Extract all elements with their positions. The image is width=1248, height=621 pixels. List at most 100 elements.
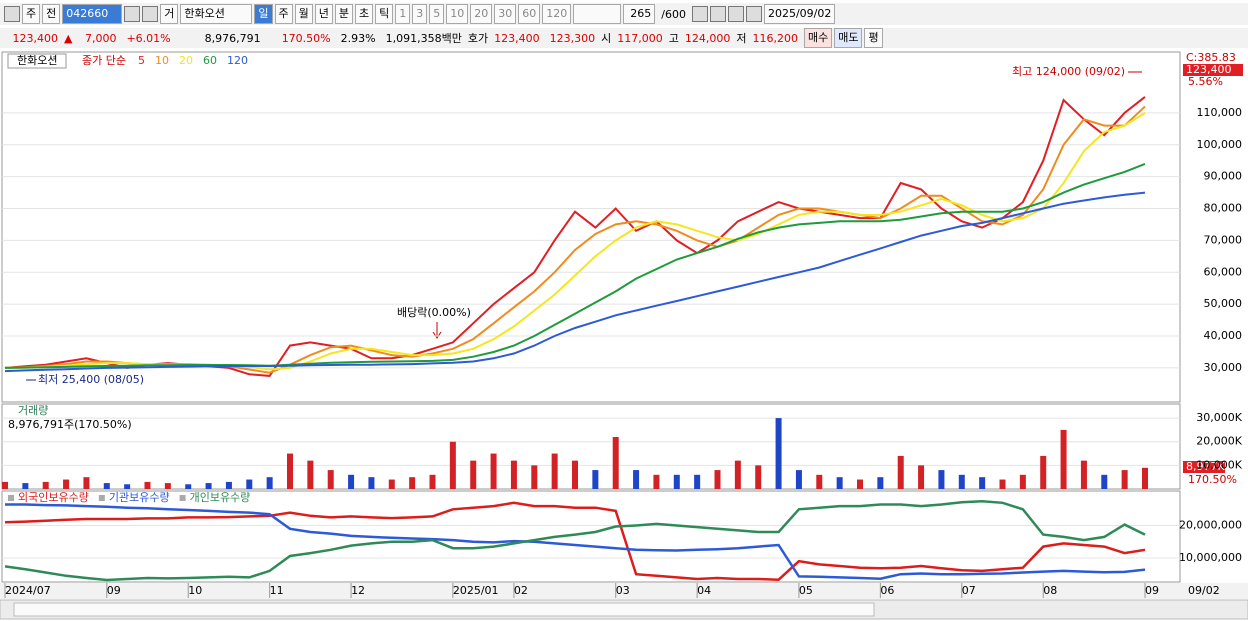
tool[interactable] — [727, 6, 744, 22]
holdings-pane — [1, 490, 1181, 583]
period[interactable]: 틱 — [375, 4, 394, 24]
eval-button[interactable]: 평 — [864, 28, 883, 48]
volume-subtitle: 8,976,791주(170.50%) — [8, 418, 132, 431]
x-tick-label: 09 — [1145, 584, 1159, 597]
volume-title: 거래량 — [18, 404, 48, 417]
y-tick-label: 60,000 — [1204, 265, 1243, 278]
volume-bar — [368, 477, 375, 489]
volume-bar — [490, 453, 497, 489]
volume-bar — [795, 470, 802, 489]
x-tick-label: 06 — [880, 584, 894, 597]
turnover: 2.93% — [340, 31, 376, 45]
volume-bar — [266, 477, 273, 489]
period[interactable]: 년 — [314, 4, 333, 24]
volume-bar — [897, 455, 904, 489]
volume-bar — [1101, 474, 1108, 489]
price-box — [1183, 64, 1243, 76]
high: 124,000 — [684, 31, 731, 45]
scope[interactable]: 전 — [42, 4, 61, 24]
volume-bar — [1040, 455, 1047, 489]
x-tick-label: 12 — [351, 584, 365, 597]
period[interactable]: 월 — [294, 4, 313, 24]
y-tick-label: 30,000K — [1196, 411, 1242, 424]
period[interactable]: 주 — [274, 4, 293, 24]
interval[interactable]: 1 — [395, 4, 411, 24]
interval[interactable]: 30 — [494, 4, 517, 24]
volume-bar — [287, 453, 293, 489]
volume-bar — [572, 460, 578, 489]
volume-bar — [1019, 474, 1026, 489]
code[interactable]: 042660 — [62, 4, 123, 24]
volume-last-rate: 170.50% — [1188, 473, 1237, 486]
amount: 1,091,358백만 — [385, 32, 462, 45]
sell-button[interactable]: 매도 — [834, 28, 863, 48]
x-tick-label: 04 — [697, 584, 711, 597]
volume-bar — [938, 470, 945, 489]
period[interactable]: 분 — [334, 4, 353, 24]
x-tick-label: 2024/07 — [5, 584, 51, 597]
high-annotation: 최고 124,000 (09/02) — [1012, 65, 1125, 78]
high-label: 고 — [668, 32, 679, 45]
interval[interactable]: 60 — [518, 4, 541, 24]
volume-bar — [694, 474, 701, 489]
price: 123,400 — [12, 31, 59, 45]
volume-bar — [307, 460, 314, 489]
tool[interactable] — [709, 6, 726, 22]
legend-title: 종가 단순 — [82, 54, 126, 67]
date[interactable]: 2025/09/02 — [763, 4, 836, 24]
volume-bar — [2, 481, 8, 489]
low-annotation: 최저 25,400 (08/05) — [38, 373, 144, 386]
tool[interactable] — [745, 6, 762, 22]
exchange[interactable]: 거 — [160, 4, 179, 24]
volume-bar — [755, 465, 762, 489]
interval[interactable]: 120 — [542, 4, 572, 24]
interval[interactable]: 10 — [446, 4, 469, 24]
arrow: ▲ — [64, 31, 73, 45]
legend-swatch — [179, 495, 186, 501]
volume-bar — [63, 479, 70, 489]
volume-pane — [1, 403, 1181, 490]
axis-end-label: 09/02 — [1188, 584, 1220, 597]
volume-bar — [1060, 429, 1067, 489]
price-pane — [1, 51, 1181, 403]
volume-box — [1183, 461, 1225, 473]
legend-entry: 120 — [227, 54, 248, 67]
series-line — [4, 162, 1146, 369]
volume-bar — [225, 481, 232, 489]
interval[interactable]: 5 — [429, 4, 445, 24]
ask: 123,400 — [494, 31, 540, 45]
y-tick-label: 90,000 — [1204, 170, 1243, 183]
buy-button[interactable]: 매수 — [803, 28, 833, 48]
volume-bar — [836, 477, 843, 489]
volume-bar — [510, 460, 517, 489]
volume-bar — [42, 481, 49, 489]
market[interactable]: 주 — [22, 4, 41, 24]
dropdown[interactable] — [573, 4, 622, 24]
volume-bar — [348, 474, 355, 489]
interval[interactable]: 3 — [412, 4, 428, 24]
period[interactable]: 초 — [355, 4, 374, 24]
volume-bar — [1080, 460, 1087, 489]
volume-bar — [979, 477, 986, 489]
scroll-thumb[interactable] — [13, 602, 875, 617]
volume-bar — [103, 483, 110, 489]
volume-bar — [531, 465, 538, 489]
volume-bar — [958, 474, 965, 489]
volume-bar — [633, 470, 640, 489]
tool[interactable] — [691, 6, 708, 22]
y-tick-label: 10,000K — [1196, 458, 1242, 471]
low: 116,200 — [752, 31, 798, 45]
series-line — [4, 191, 1146, 373]
count[interactable]: 265 — [623, 4, 656, 24]
volume-bar — [592, 470, 599, 489]
period[interactable]: 일 — [254, 4, 273, 24]
search[interactable] — [124, 6, 141, 22]
interval[interactable]: 20 — [470, 4, 493, 24]
legend-entry: 20 — [179, 54, 193, 67]
stock-name[interactable]: 한화오션 — [180, 4, 253, 24]
x-tick-label: 09 — [107, 584, 121, 597]
icon[interactable] — [4, 6, 20, 22]
x-tick-label: 05 — [799, 584, 813, 597]
speaker[interactable] — [142, 6, 159, 22]
